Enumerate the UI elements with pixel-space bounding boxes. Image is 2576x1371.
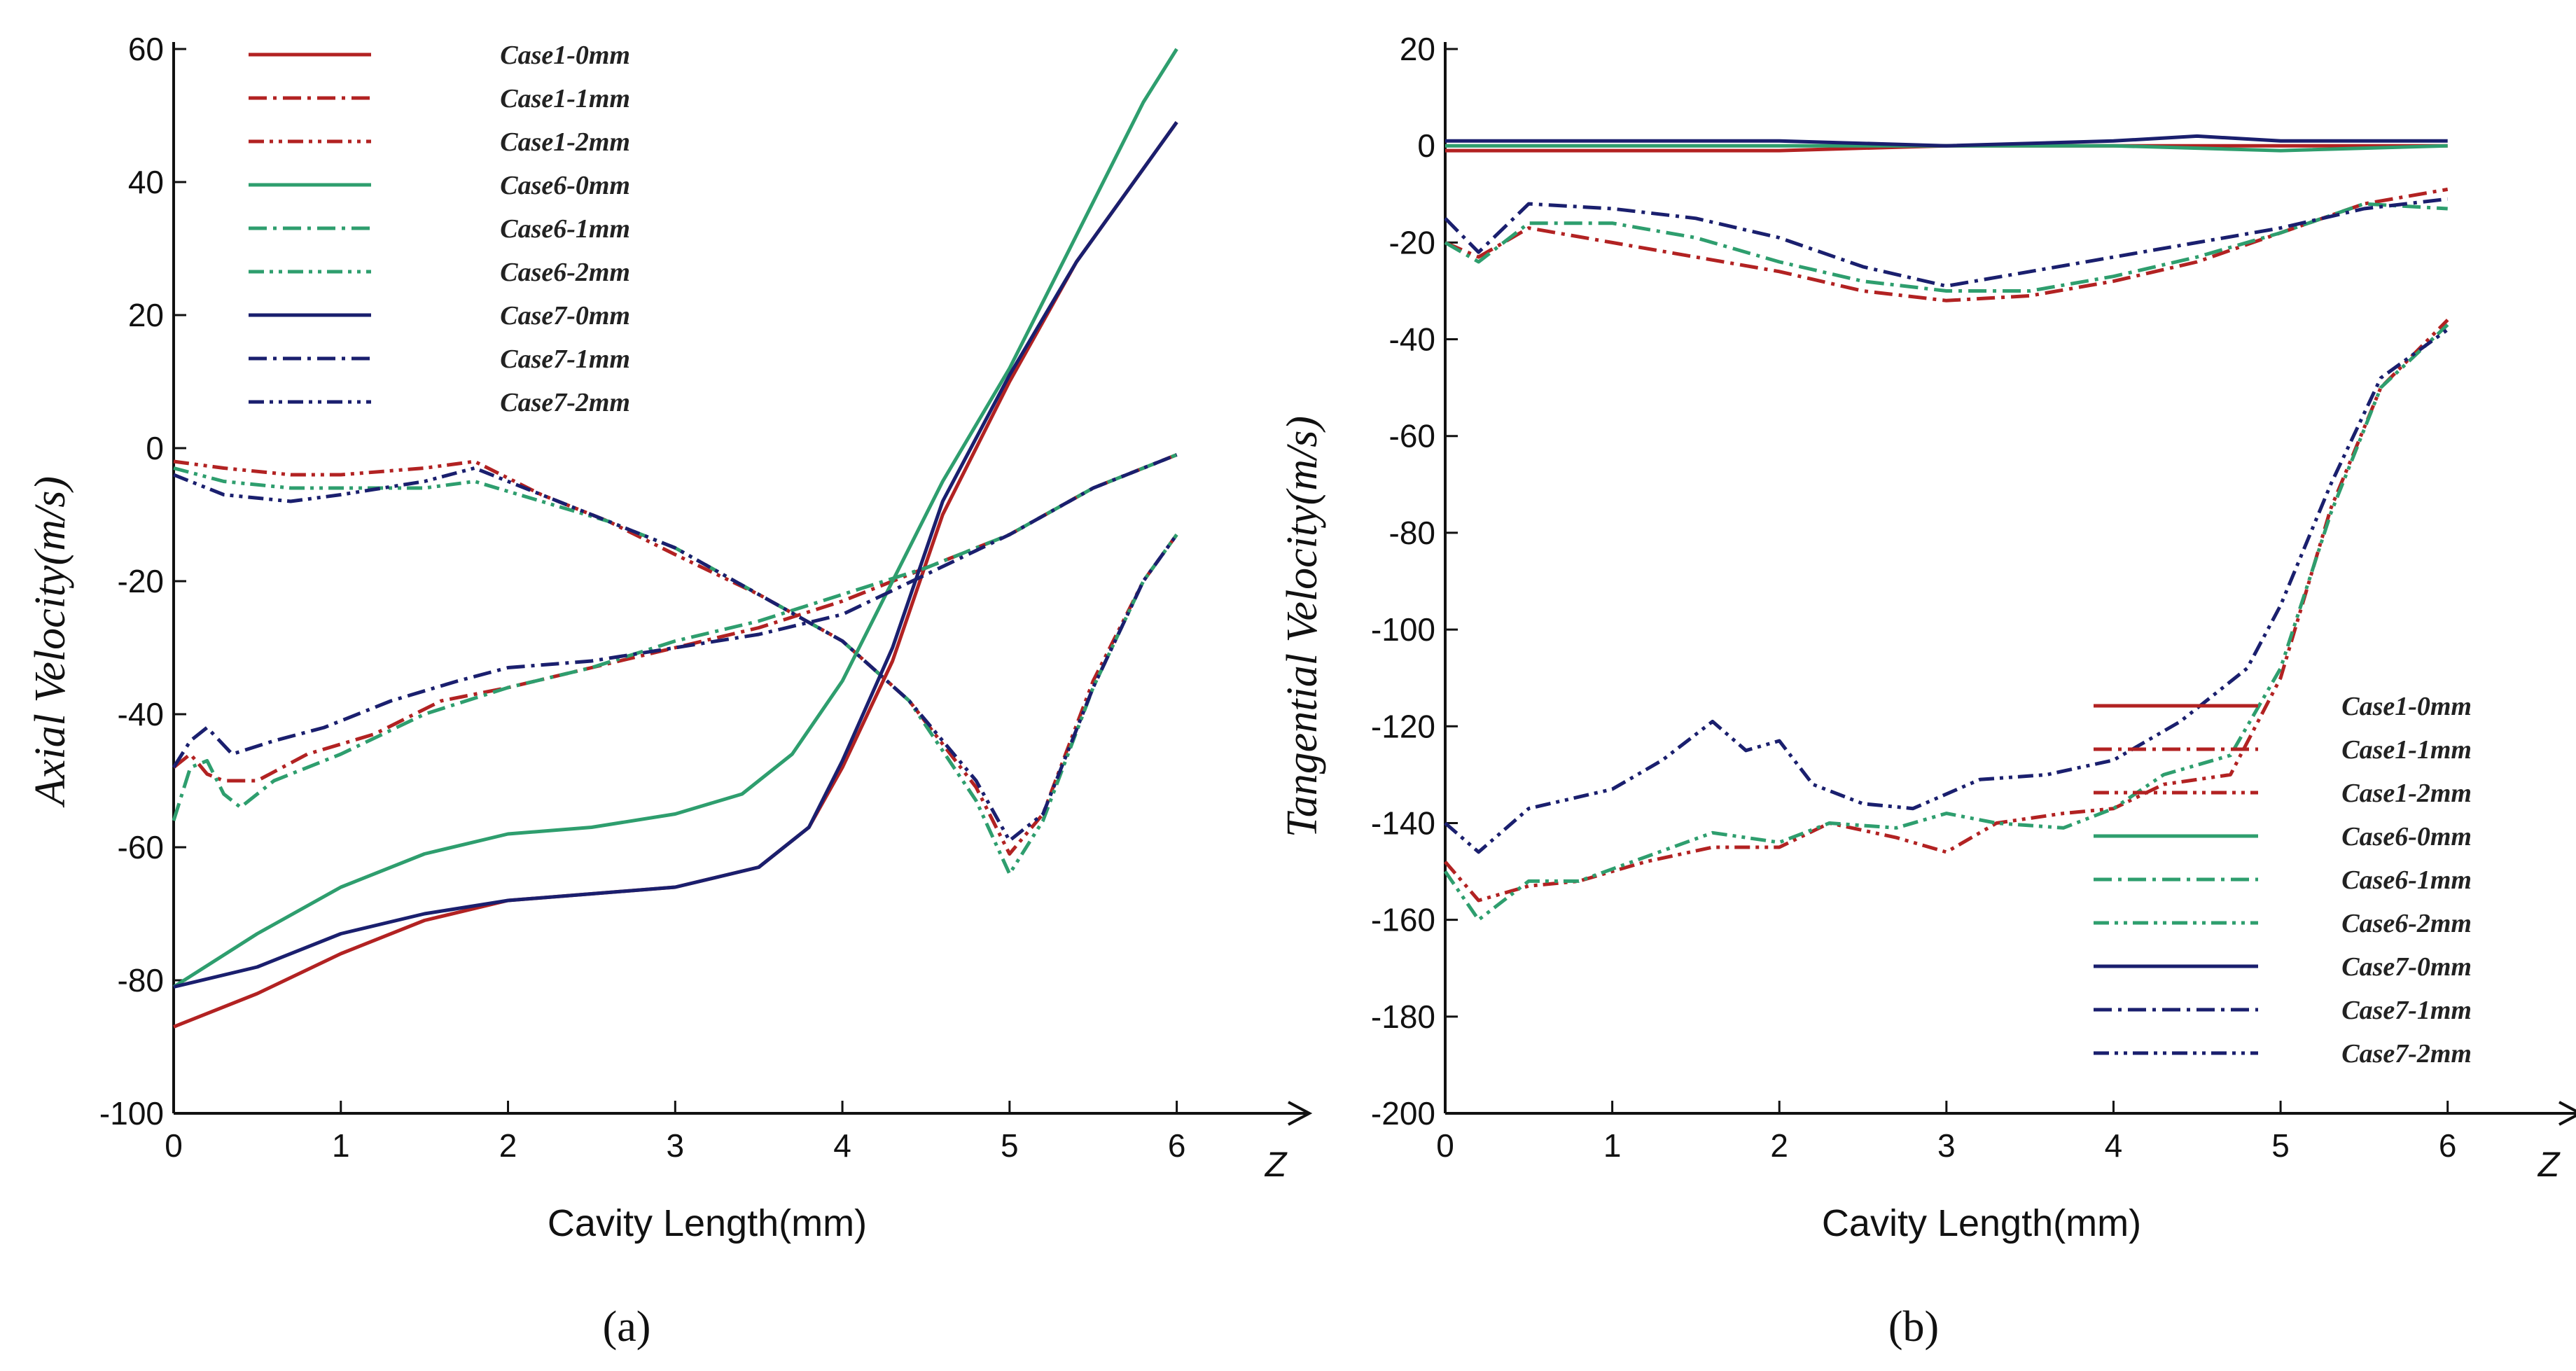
series-line-case6-0mm <box>172 48 1178 989</box>
series-line-case1-2mm <box>173 459 1178 856</box>
panel-b-y-tick-label: -100 <box>1371 611 1435 648</box>
panel-b-y-tick-label: -60 <box>1389 418 1435 454</box>
legend-label-case6-2mm: Case6-2mm <box>500 258 630 287</box>
legend-label-case6-1mm: Case6-1mm <box>500 214 630 244</box>
panel-b-caption: (b) <box>1888 1303 1939 1351</box>
panel-a-x-tick-label: 1 <box>332 1127 350 1164</box>
panel-a-y-tick-label: 20 <box>128 297 164 333</box>
series-line-case6-1mm <box>172 453 1178 821</box>
panel-b-y-tick-label: -20 <box>1389 224 1435 260</box>
panel-a-caption: (a) <box>603 1303 651 1351</box>
series-line-case7-0mm <box>173 121 1178 989</box>
legend-label-case7-1mm: Case7-1mm <box>2341 996 2472 1025</box>
panel-b-x-tick-label: 1 <box>1603 1127 1622 1164</box>
series-line-case1-1mm <box>172 453 1178 783</box>
panel-a-y-tick-label: -100 <box>99 1095 164 1132</box>
panel-a-y-tick-label: -80 <box>118 962 164 998</box>
series-line-case1-0mm <box>173 121 1178 1029</box>
panel-a-x-tick-label: 5 <box>1001 1127 1019 1164</box>
panel-b-y-tick-label: 20 <box>1400 31 1435 67</box>
panel-b-tangential-velocity-chart: -200-180-160-140-120-100-80-60-40-200200… <box>1279 31 2576 1351</box>
panel-a-y-tick-label: -40 <box>118 696 164 732</box>
legend-label-case1-0mm: Case1-0mm <box>500 41 630 70</box>
panel-b-y-tick-label: -120 <box>1371 708 1435 744</box>
panel-b-legend: Case1-0mm Case1-1mm Case1-2mm Case6-0mm Case… <box>2094 692 2472 1069</box>
panel-b-y-tick-label: 0 <box>1417 127 1435 164</box>
legend-label-case1-1mm: Case1-1mm <box>500 84 630 113</box>
panel-a-x-tick-label: 3 <box>667 1127 685 1164</box>
panel-b-axes: -200-180-160-140-120-100-80-60-40-200200… <box>1371 31 2576 1164</box>
panel-b-x-axis-label: Cavity Length(mm) <box>1822 1202 2141 1244</box>
series-line-case7-2mm <box>173 466 1178 842</box>
panel-a-legend: Case1-0mm Case1-1mm Case1-2mm Case6-0mm Case… <box>249 41 630 417</box>
panel-a-y-axis-label: Axial Velocity(m/s) <box>27 476 74 808</box>
panel-b-x-tick-label: 5 <box>2271 1127 2290 1164</box>
legend-label-case7-1mm: Case7-1mm <box>500 345 630 374</box>
panel-a-x-tick-label: 4 <box>833 1127 851 1164</box>
panel-a-x-axis-label: Cavity Length(mm) <box>548 1202 867 1244</box>
series-line-case1-2mm <box>1444 319 2449 903</box>
legend-label-case6-2mm: Case6-2mm <box>2341 909 2472 938</box>
series-line-case7-0mm <box>1445 134 2448 148</box>
legend-label-case7-2mm: Case7-2mm <box>500 388 630 417</box>
panel-b-series-lines <box>1443 134 2449 922</box>
legend-label-case1-1mm: Case1-1mm <box>2341 735 2472 765</box>
series-line-case7-2mm <box>1444 328 2449 854</box>
panel-b-y-tick-label: -80 <box>1389 515 1435 551</box>
panel-b-y-axis-label: Tangential Velocity(m/s) <box>1279 416 1326 837</box>
panel-b-y-tick-label: -160 <box>1371 902 1435 938</box>
panel-b-x-tick-label: 0 <box>1436 1127 1454 1164</box>
panel-b-y-tick-label: -200 <box>1371 1095 1435 1132</box>
panel-a-axes: -100 -80 -60 -40 -20 0 20 40 60 0 1 2 3 4 5 6 <box>99 31 1313 1164</box>
legend-label-case1-2mm: Case1-2mm <box>500 127 630 157</box>
series-line-case6-1mm <box>1444 202 2448 293</box>
panel-a-y-tick-label: -20 <box>118 563 164 599</box>
series-line-case1-1mm <box>1444 187 2449 302</box>
panel-b-z-axis-end-label: Z <box>2537 1145 2561 1184</box>
series-line-case7-1mm <box>1444 197 2448 288</box>
panel-a-y-tick-label: 60 <box>128 31 164 67</box>
panel-a-y-tick-label: 40 <box>128 164 164 200</box>
panel-b-x-tick-label: 2 <box>1770 1127 1788 1164</box>
legend-label-case1-2mm: Case1-2mm <box>2341 779 2472 808</box>
panel-a-y-tick-label: -60 <box>118 829 164 865</box>
panel-a-x-tick-label: 2 <box>499 1127 517 1164</box>
panel-b-x-tick-label: 6 <box>2439 1127 2457 1164</box>
panel-a-axial-velocity-chart: -100 -80 -60 -40 -20 0 20 40 60 0 1 2 3 4 5 6 Case1-0mm… <box>27 31 1313 1351</box>
panel-b-x-tick-label: 3 <box>1937 1127 1956 1164</box>
panel-a-x-tick-label: 6 <box>1168 1127 1186 1164</box>
panel-a-x-axis-arrow-icon <box>1288 1101 1313 1126</box>
panel-a-z-axis-end-label: Z <box>1265 1145 1288 1184</box>
legend-label-case6-0mm: Case6-0mm <box>500 171 630 200</box>
panel-b-y-tick-label: -180 <box>1371 998 1435 1035</box>
legend-label-case7-0mm: Case7-0mm <box>500 301 630 330</box>
panel-b-y-tick-label: -140 <box>1371 805 1435 841</box>
panel-a-x-tick-label: 0 <box>165 1127 183 1164</box>
series-line-case6-2mm <box>1443 323 2449 922</box>
legend-label-case6-1mm: Case6-1mm <box>2341 865 2472 895</box>
panel-b-y-tick-label: -40 <box>1389 321 1435 358</box>
legend-label-case6-0mm: Case6-0mm <box>2341 822 2472 851</box>
series-line-case7-1mm <box>172 453 1178 769</box>
legend-label-case1-0mm: Case1-0mm <box>2341 692 2472 721</box>
panel-b-x-tick-label: 4 <box>2105 1127 2123 1164</box>
legend-label-case7-2mm: Case7-2mm <box>2341 1039 2472 1069</box>
panel-a-series-lines <box>172 48 1178 1029</box>
panel-b-x-axis-arrow-icon <box>2558 1101 2576 1126</box>
panel-a-y-tick-label: 0 <box>146 430 164 466</box>
legend-label-case7-0mm: Case7-0mm <box>2341 952 2472 982</box>
